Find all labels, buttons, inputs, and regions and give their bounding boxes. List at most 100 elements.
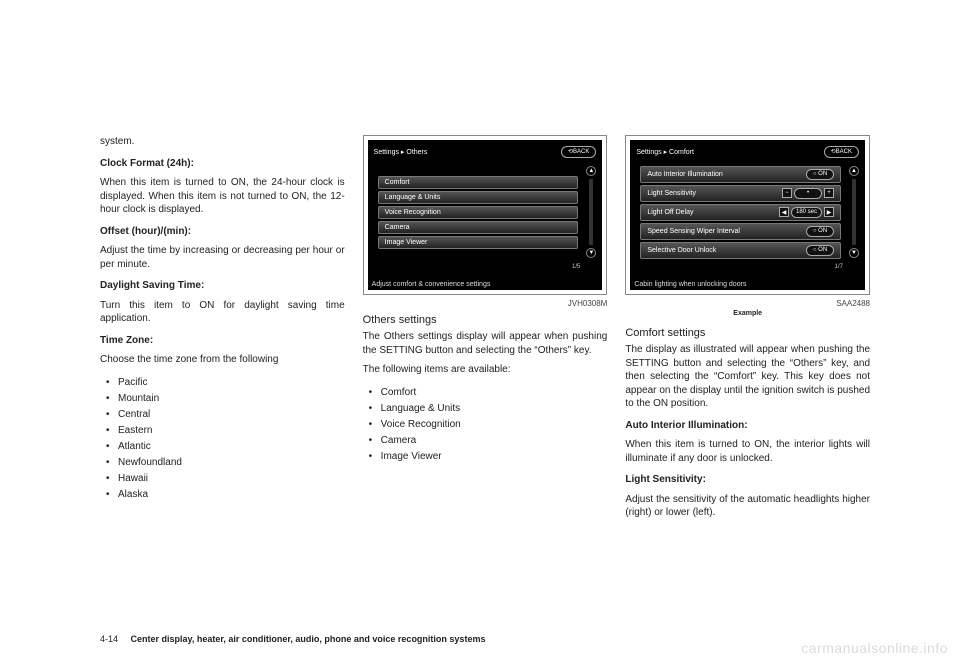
toggle-on[interactable]: ○ ON: [806, 245, 834, 256]
heading-clock-format: Clock Format (24h):: [100, 157, 345, 171]
screen-others: Settings ▸ Others ⟲BACK Comfort Language…: [368, 140, 603, 290]
scroll-track[interactable]: [589, 179, 593, 245]
list-item: Pacific: [100, 375, 345, 391]
menu-list: Comfort Language & Units Voice Recogniti…: [372, 162, 585, 262]
list-item: Hawaii: [100, 471, 345, 487]
column-1: system. Clock Format (24h): When this it…: [100, 135, 345, 605]
scroll-up-icon[interactable]: ▲: [849, 166, 859, 176]
para-clock-format: When this item is turned to ON, the 24-h…: [100, 176, 345, 217]
scroll-down-icon[interactable]: ▼: [586, 248, 596, 258]
menu-item-camera[interactable]: Camera: [378, 221, 579, 234]
hint-text: Cabin lighting when unlocking doors: [634, 278, 861, 288]
heading-offset: Offset (hour)/(min):: [100, 225, 345, 239]
menu-item-voice[interactable]: Voice Recognition: [378, 206, 579, 219]
figure-comfort: Settings ▸ Comfort ⟲BACK Auto Interior I…: [625, 135, 870, 295]
para-light-sensitivity: Adjust the sensitivity of the automatic …: [625, 493, 870, 520]
menu-list: Auto Interior Illumination ○ ON Light Se…: [634, 162, 847, 262]
row-light-off-delay[interactable]: Light Off Delay ◀ 180 sec ▶: [640, 204, 841, 221]
para-others-2: The following items are available:: [363, 363, 608, 377]
heading-auto-interior: Auto Interior Illumination:: [625, 419, 870, 433]
figure-id: JVH0308M: [363, 299, 608, 308]
right-arrow-icon[interactable]: ▶: [824, 207, 834, 217]
list-item: Atlantic: [100, 439, 345, 455]
plus-icon[interactable]: +: [824, 188, 834, 198]
list-item: Eastern: [100, 423, 345, 439]
row-label: Speed Sensing Wiper Interval: [647, 228, 740, 235]
titlebar: Settings ▸ Comfort ⟲BACK: [634, 144, 861, 162]
minus-icon[interactable]: −: [782, 188, 792, 198]
others-items-list: Comfort Language & Units Voice Recogniti…: [363, 385, 608, 465]
list-item: Mountain: [100, 391, 345, 407]
row-label: Auto Interior Illumination: [647, 171, 722, 178]
list-item: Alaska: [100, 487, 345, 503]
page-content: system. Clock Format (24h): When this it…: [100, 135, 870, 605]
row-speed-wiper[interactable]: Speed Sensing Wiper Interval ○ ON: [640, 223, 841, 240]
titlebar: Settings ▸ Others ⟲BACK: [372, 144, 599, 162]
menu-label: Comfort: [385, 179, 410, 186]
para-timezone: Choose the time zone from the following: [100, 353, 345, 367]
row-label: Light Off Delay: [647, 209, 693, 216]
hint-text: Adjust comfort & convenience settings: [372, 278, 599, 288]
section-title: Center display, heater, air conditioner,…: [131, 634, 486, 644]
breadcrumb: Settings ▸ Comfort: [636, 148, 694, 156]
row-light-sensitivity[interactable]: Light Sensitivity − • +: [640, 185, 841, 202]
figure-caption: Example: [625, 310, 870, 317]
pill-value: ○ ON: [806, 245, 834, 256]
row-label: Light Sensitivity: [647, 190, 696, 197]
pager: 1/7: [835, 264, 843, 270]
row-selective-unlock[interactable]: Selective Door Unlock ○ ON: [640, 242, 841, 259]
list-item: Camera: [363, 433, 608, 449]
list-item: Language & Units: [363, 401, 608, 417]
scrollbar[interactable]: ▲ ▼: [584, 162, 598, 262]
spin-control[interactable]: ◀ 180 sec ▶: [779, 207, 834, 218]
pill-value: ○ ON: [806, 169, 834, 180]
back-button[interactable]: ⟲BACK: [561, 146, 596, 158]
lead-text: system.: [100, 135, 345, 149]
page-footer: 4-14 Center display, heater, air conditi…: [100, 634, 485, 644]
spin-value: 180 sec: [791, 207, 822, 218]
scroll-down-icon[interactable]: ▼: [849, 248, 859, 258]
list-item: Central: [100, 407, 345, 423]
watermark: carmanualsonline.info: [801, 640, 948, 656]
scroll-track[interactable]: [852, 179, 856, 245]
list-item: Newfoundland: [100, 455, 345, 471]
para-others-1: The Others settings display will appear …: [363, 330, 608, 357]
para-auto-interior: When this item is turned to ON, the inte…: [625, 438, 870, 465]
menu-label: Image Viewer: [385, 239, 428, 246]
row-auto-interior[interactable]: Auto Interior Illumination ○ ON: [640, 166, 841, 183]
screen-comfort: Settings ▸ Comfort ⟲BACK Auto Interior I…: [630, 140, 865, 290]
left-arrow-icon[interactable]: ◀: [779, 207, 789, 217]
menu-label: Language & Units: [385, 194, 441, 201]
list-item: Comfort: [363, 385, 608, 401]
slider-control[interactable]: − • +: [782, 188, 834, 199]
toggle-on[interactable]: ○ ON: [806, 169, 834, 180]
pill-value: ○ ON: [806, 226, 834, 237]
menu-item-language[interactable]: Language & Units: [378, 191, 579, 204]
para-dst: Turn this item to ON for daylight saving…: [100, 299, 345, 326]
page-number: 4-14: [100, 634, 118, 644]
timezone-list: Pacific Mountain Central Eastern Atlanti…: [100, 375, 345, 503]
figure-id: SAA2488: [625, 299, 870, 308]
menu-label: Camera: [385, 224, 410, 231]
list-item: Voice Recognition: [363, 417, 608, 433]
menu-wrap: Comfort Language & Units Voice Recogniti…: [372, 162, 599, 262]
figure-others: Settings ▸ Others ⟲BACK Comfort Language…: [363, 135, 608, 295]
menu-label: Voice Recognition: [385, 209, 441, 216]
toggle-on[interactable]: ○ ON: [806, 226, 834, 237]
menu-item-image-viewer[interactable]: Image Viewer: [378, 236, 579, 249]
row-label: Selective Door Unlock: [647, 247, 716, 254]
slider-track: •: [794, 188, 822, 199]
breadcrumb: Settings ▸ Others: [374, 148, 428, 156]
list-item: Image Viewer: [363, 449, 608, 465]
heading-dst: Daylight Saving Time:: [100, 279, 345, 293]
scroll-up-icon[interactable]: ▲: [586, 166, 596, 176]
back-button[interactable]: ⟲BACK: [824, 146, 859, 158]
heading-light-sensitivity: Light Sensitivity:: [625, 473, 870, 487]
subhead-others: Others settings: [363, 314, 608, 326]
scrollbar[interactable]: ▲ ▼: [847, 162, 861, 262]
heading-timezone: Time Zone:: [100, 334, 345, 348]
para-comfort-1: The display as illustrated will appear w…: [625, 343, 870, 411]
menu-item-comfort[interactable]: Comfort: [378, 176, 579, 189]
pager: 1/5: [572, 264, 580, 270]
para-offset: Adjust the time by increasing or decreas…: [100, 244, 345, 271]
